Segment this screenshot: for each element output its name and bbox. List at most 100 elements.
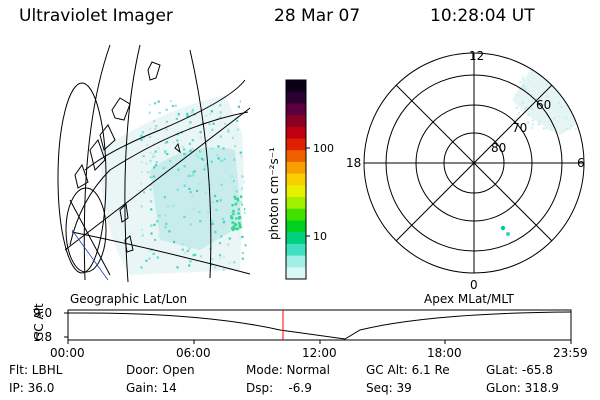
emission-pixel xyxy=(563,115,566,118)
emission-pixel xyxy=(148,103,151,106)
emission-pixel xyxy=(145,259,148,262)
emission-pixel xyxy=(241,251,244,255)
mlat-label-80: 80 xyxy=(491,141,506,155)
emission-pixel xyxy=(158,214,161,217)
emission-pixel xyxy=(187,174,190,177)
emission-pixel xyxy=(173,240,176,244)
emission-pixel xyxy=(163,196,166,199)
emission-pixel xyxy=(570,125,573,127)
emission-pixel xyxy=(239,100,242,103)
emission-pixel xyxy=(522,86,525,89)
emission-pixel xyxy=(546,75,549,78)
emission-pixel xyxy=(157,235,161,238)
emission-pixel xyxy=(149,159,152,163)
emission-pixel xyxy=(217,157,220,160)
gc-altitude-curve xyxy=(67,311,572,340)
emission-pixel xyxy=(163,166,166,169)
emission-pixel xyxy=(222,221,225,224)
emission-pixel xyxy=(141,234,144,237)
emission-pixel xyxy=(204,165,207,168)
emission-pixel xyxy=(164,225,167,228)
emission-pixel xyxy=(186,115,189,118)
emission-pixel xyxy=(515,107,518,109)
emission-pixel xyxy=(516,93,519,96)
emission-pixel xyxy=(216,154,219,157)
emission-pixel xyxy=(244,244,247,247)
emission-pixel xyxy=(186,250,189,253)
emission-pixel xyxy=(140,182,143,185)
emission-pixel xyxy=(193,253,197,256)
emission-pixel xyxy=(549,128,551,131)
emission-pixel xyxy=(224,122,227,125)
emission-pixel xyxy=(218,254,222,257)
emission-pixel xyxy=(154,238,157,241)
emission-pixel xyxy=(152,175,155,178)
coastlines xyxy=(74,61,181,253)
emission-pixel xyxy=(238,221,241,225)
mlt-label-18: 18 xyxy=(346,156,361,170)
emission-pixel xyxy=(232,212,235,216)
colorbar-step xyxy=(286,80,306,93)
emission-pixel xyxy=(158,183,161,186)
emission-pixel xyxy=(199,220,202,223)
emission-pixel xyxy=(222,147,225,150)
mlt-label-0: 0 xyxy=(470,278,478,292)
emission-pixel xyxy=(152,252,155,255)
emission-pixel xyxy=(140,161,143,164)
emission-pixel xyxy=(192,175,195,178)
emission-pixel xyxy=(148,257,151,260)
emission-pixel xyxy=(192,207,195,210)
emission-pixel xyxy=(149,176,152,179)
emission-pixel xyxy=(565,116,568,119)
emission-pixel xyxy=(189,223,193,226)
emission-pixel xyxy=(183,184,186,187)
emission-pixel xyxy=(565,128,568,131)
colorbar-step xyxy=(286,115,306,128)
emission-pixel xyxy=(211,258,214,261)
emission-pixel xyxy=(182,240,185,243)
emission-pixel xyxy=(233,158,236,161)
emission-pixel xyxy=(220,159,223,162)
emission-pixel xyxy=(153,166,156,169)
emission-pixel xyxy=(140,138,143,141)
emission-pixel xyxy=(538,120,541,123)
emission-pixel xyxy=(237,105,240,108)
emission-pixel xyxy=(183,148,186,151)
emission-pixel xyxy=(211,222,214,225)
emission-pixel xyxy=(546,114,549,117)
emission-pixel xyxy=(165,222,168,225)
colorbar-step xyxy=(286,126,306,140)
emission-pixel xyxy=(143,191,146,194)
emission-pixel xyxy=(238,226,241,229)
emission-pixel xyxy=(234,145,237,148)
emission-pixel xyxy=(191,108,195,111)
emission-pixel xyxy=(524,107,527,109)
emission-pixel xyxy=(155,161,158,164)
emission-pixel xyxy=(518,123,521,126)
emission-pixel xyxy=(532,123,535,126)
gc-xtick-1800: 18:00 xyxy=(427,346,462,360)
emission-pixel xyxy=(175,117,178,120)
emission-pixel xyxy=(192,254,195,257)
emission-pixel xyxy=(186,164,189,167)
emission-pixel xyxy=(197,215,200,218)
emission-pixel xyxy=(235,190,238,193)
emission-pixel xyxy=(527,122,530,125)
emission-pixel xyxy=(181,248,184,251)
emission-pixel xyxy=(172,204,175,207)
emission-pixel xyxy=(195,189,199,192)
emission-pixel xyxy=(140,228,144,231)
emission-pixel xyxy=(244,102,248,105)
emission-pixel xyxy=(214,231,217,234)
emission-pixel xyxy=(521,78,524,81)
emission-pixel xyxy=(211,220,214,223)
status-filter: Flt: LBHL xyxy=(9,363,63,377)
emission-pixel xyxy=(574,104,576,107)
emission-pixel xyxy=(151,155,154,158)
emission-pixel xyxy=(218,242,221,245)
emission-pixel xyxy=(150,232,153,235)
emission-pixel xyxy=(532,119,534,122)
emission-pixel xyxy=(164,141,167,145)
emission-pixel xyxy=(232,226,235,230)
geo-aurora-emission xyxy=(100,95,248,275)
